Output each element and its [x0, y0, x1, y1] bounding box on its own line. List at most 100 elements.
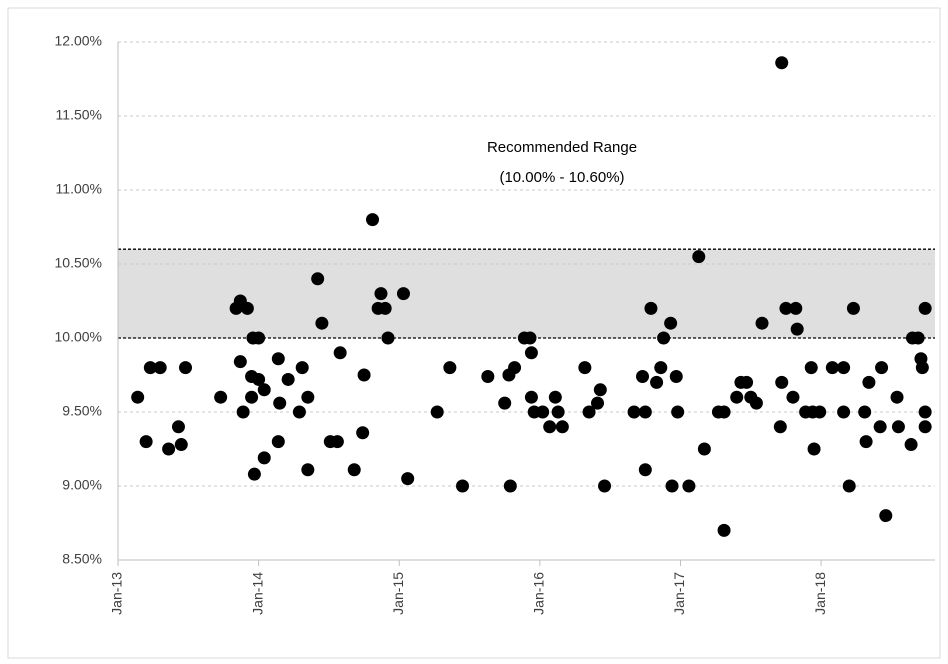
point	[598, 479, 612, 493]
point	[555, 420, 569, 434]
point	[366, 213, 380, 227]
point	[174, 438, 188, 452]
point	[650, 375, 664, 389]
point	[773, 420, 787, 434]
point	[524, 390, 538, 404]
point	[807, 442, 821, 456]
y-tick-label: 11.50%	[56, 107, 102, 123]
point	[749, 396, 763, 410]
point	[131, 390, 145, 404]
point	[790, 322, 804, 336]
point	[301, 390, 315, 404]
point	[717, 523, 731, 537]
point	[252, 372, 266, 386]
point	[333, 346, 347, 360]
y-tick-label: 10.00%	[55, 329, 102, 345]
point	[789, 301, 803, 315]
y-tick-label: 10.50%	[55, 255, 102, 271]
point	[381, 331, 395, 345]
point	[669, 369, 683, 383]
point	[257, 451, 271, 465]
point	[859, 435, 873, 449]
point	[245, 390, 259, 404]
point	[858, 405, 872, 419]
point	[233, 355, 247, 369]
point	[911, 331, 925, 345]
point	[523, 331, 537, 345]
point	[665, 479, 679, 493]
point	[657, 331, 671, 345]
point	[873, 420, 887, 434]
point	[915, 361, 929, 375]
point	[503, 479, 517, 493]
point	[271, 435, 285, 449]
point	[904, 438, 918, 452]
point	[582, 405, 596, 419]
point	[273, 396, 287, 410]
point	[755, 316, 769, 330]
point	[214, 390, 228, 404]
point	[636, 369, 650, 383]
point	[481, 369, 495, 383]
point	[356, 426, 370, 440]
point	[236, 405, 250, 419]
point	[593, 383, 607, 397]
point	[311, 272, 325, 286]
point	[644, 301, 658, 315]
point	[281, 372, 295, 386]
point	[692, 250, 706, 264]
point	[292, 405, 306, 419]
point	[804, 361, 818, 375]
point	[524, 346, 538, 360]
y-tick-label: 12.00%	[55, 33, 102, 49]
point	[498, 396, 512, 410]
point	[330, 435, 344, 449]
point	[401, 472, 415, 486]
point	[178, 361, 192, 375]
point	[153, 361, 167, 375]
annotation: Recommended Range	[487, 139, 637, 156]
point	[171, 420, 185, 434]
point	[396, 287, 410, 301]
point	[162, 442, 176, 456]
point	[627, 405, 641, 419]
x-tick-label: Jan-15	[390, 572, 406, 615]
point	[315, 316, 329, 330]
x-tick-label: Jan-17	[671, 572, 687, 615]
point	[247, 467, 261, 481]
point	[548, 390, 562, 404]
point	[456, 479, 470, 493]
point	[271, 352, 285, 366]
point	[918, 405, 932, 419]
point	[543, 420, 557, 434]
point	[139, 435, 153, 449]
point	[717, 405, 731, 419]
point	[638, 405, 652, 419]
point	[508, 361, 522, 375]
point	[295, 361, 309, 375]
point	[654, 361, 668, 375]
y-tick-label: 11.00%	[56, 181, 102, 197]
point	[730, 390, 744, 404]
recommended-band	[118, 249, 935, 338]
point	[837, 405, 851, 419]
point	[875, 361, 889, 375]
point	[775, 375, 789, 389]
point	[775, 56, 789, 70]
point	[825, 361, 839, 375]
point	[862, 375, 876, 389]
point	[846, 301, 860, 315]
point	[697, 442, 711, 456]
point	[143, 361, 157, 375]
annotation: (10.00% - 10.60%)	[499, 169, 624, 186]
point	[591, 396, 605, 410]
point	[842, 479, 856, 493]
point	[671, 405, 685, 419]
point	[682, 479, 696, 493]
x-tick-label: Jan-16	[531, 572, 547, 615]
point	[374, 287, 388, 301]
x-tick-label: Jan-18	[812, 572, 828, 615]
point	[430, 405, 444, 419]
point	[918, 301, 932, 315]
